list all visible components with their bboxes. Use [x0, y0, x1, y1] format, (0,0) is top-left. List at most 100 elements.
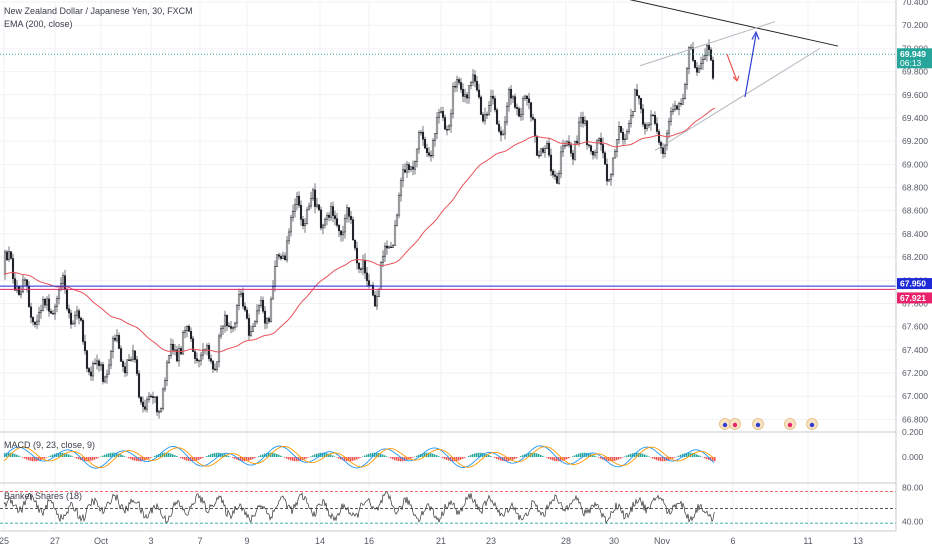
candle-body	[244, 306, 246, 310]
candle-body	[62, 276, 64, 284]
candle-body	[378, 290, 380, 297]
macd-histogram-bar	[210, 454, 212, 457]
macd-histogram-bar	[96, 457, 98, 459]
candle-body	[454, 86, 456, 87]
macd-histogram-bar	[368, 454, 370, 457]
macd-histogram-bar	[104, 455, 106, 457]
macd-histogram-bar	[124, 456, 126, 457]
x-tick-label: 14	[315, 536, 325, 546]
candle-body	[576, 141, 578, 143]
macd-histogram-bar	[498, 457, 500, 460]
macd-histogram-bar	[78, 457, 80, 459]
candle-body	[342, 232, 344, 235]
macd-histogram-bar	[174, 455, 176, 457]
candle-body	[316, 205, 318, 207]
macd-histogram-bar	[92, 457, 94, 460]
macd-histogram-bar	[234, 457, 236, 459]
candle-body	[50, 311, 52, 313]
candle-body	[380, 263, 382, 290]
x-tick-label: Oct	[94, 536, 109, 546]
candle-body	[360, 269, 362, 270]
candle-body	[214, 369, 216, 370]
macd-histogram-bar	[330, 455, 332, 457]
candle-body	[486, 114, 488, 115]
macd-histogram-bar	[700, 456, 702, 457]
candle-body	[554, 175, 556, 176]
macd-histogram-bar	[478, 453, 480, 457]
x-tick-label: 7	[197, 536, 202, 546]
candle-body	[352, 220, 354, 240]
macd-histogram-bar	[460, 457, 462, 460]
macd-histogram-bar	[18, 456, 20, 457]
candle-body	[546, 143, 548, 148]
candle-body	[578, 122, 580, 143]
candle-body	[618, 126, 620, 139]
candle-body	[674, 106, 676, 110]
macd-histogram-bar	[552, 457, 554, 460]
macd-histogram-bar	[72, 456, 74, 457]
candle-body	[572, 153, 574, 159]
candle-body	[678, 103, 680, 109]
candle-body	[354, 240, 356, 248]
candle-body	[256, 311, 258, 322]
macd-legend: MACD (9, 23, close, 9)	[4, 440, 95, 450]
candle-body	[682, 99, 684, 105]
macd-histogram-bar	[446, 457, 448, 460]
candle-body	[430, 155, 432, 156]
candle-body	[584, 121, 586, 124]
candle-body	[638, 96, 640, 99]
macd-histogram-bar	[258, 456, 260, 457]
x-tick-label: 3	[148, 536, 153, 546]
y-tick-label: 67.000	[902, 391, 928, 401]
candle-body	[608, 179, 610, 181]
candle-body	[494, 99, 496, 110]
x-tick-label: 27	[50, 536, 60, 546]
macd-histogram-bar	[70, 455, 72, 457]
candle-body	[372, 285, 374, 295]
candle-body	[34, 322, 36, 324]
macd-histogram-bar	[458, 457, 460, 460]
candle-body	[216, 362, 218, 370]
candle-body	[278, 255, 280, 256]
macd-histogram-bar	[624, 456, 626, 457]
candle-body	[670, 112, 672, 122]
candle-body	[154, 397, 156, 398]
macd-histogram-bar	[338, 457, 340, 459]
candle-body	[690, 48, 692, 49]
candle-body	[274, 267, 276, 287]
candle-body	[260, 300, 262, 305]
candle-body	[628, 123, 630, 131]
candle-body	[404, 170, 406, 172]
macd-histogram-bar	[288, 457, 290, 460]
candle-body	[300, 205, 302, 219]
candle-body	[684, 85, 686, 99]
candle-body	[172, 344, 174, 350]
candle-body	[146, 400, 148, 409]
macd-histogram-bar	[594, 456, 596, 457]
candle-body	[284, 256, 286, 260]
candle-body	[186, 326, 188, 330]
candle-body	[570, 145, 572, 153]
candle-body	[114, 338, 116, 340]
candle-body	[562, 146, 564, 152]
candle-body	[534, 119, 536, 136]
y-tick-label: 67.600	[902, 322, 928, 332]
candle-body	[400, 180, 402, 195]
macd-histogram-bar	[660, 457, 662, 461]
candle-body	[302, 219, 304, 225]
candle-body	[672, 109, 674, 111]
candle-body	[242, 293, 244, 306]
candle-body	[652, 115, 654, 116]
macd-histogram-bar	[568, 457, 570, 458]
candle-body	[140, 397, 142, 402]
macd-histogram-bar	[444, 457, 446, 459]
macd-histogram-bar	[658, 457, 660, 461]
candle-body	[8, 252, 10, 260]
y-tick-label: 66.800	[902, 414, 928, 424]
candle-body	[18, 286, 20, 295]
candle-body	[308, 206, 310, 210]
candle-body	[382, 256, 384, 262]
candle-body	[312, 190, 314, 199]
